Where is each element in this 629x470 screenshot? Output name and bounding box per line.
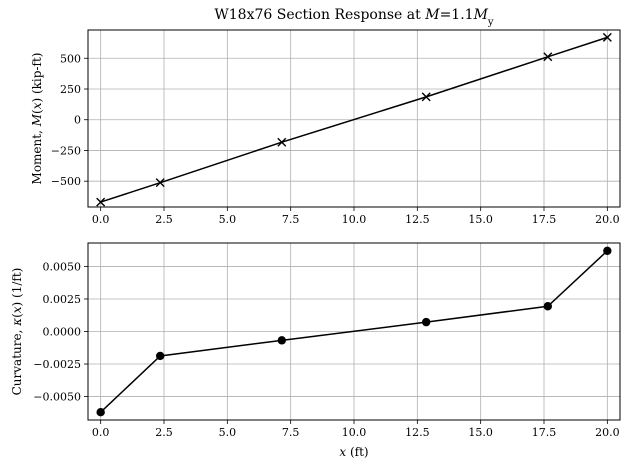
- data-point-stroke: [155, 178, 165, 188]
- x-tick-label: 17.5: [532, 213, 557, 226]
- x-tick-label: 2.5: [155, 426, 173, 439]
- data-point: [602, 32, 612, 42]
- data-point: [96, 407, 105, 417]
- x-tick-label: 7.5: [282, 426, 300, 439]
- y-axis-label-part: ) (1/ft): [10, 268, 24, 307]
- y-axis-label-part: Moment,: [30, 126, 44, 184]
- y-tick-label: −0.0050: [33, 391, 81, 404]
- y-tick-label: 0.0000: [43, 326, 82, 339]
- y-tick-label: 0: [74, 114, 81, 127]
- y-axis-label-part: κ: [10, 318, 24, 327]
- x-tick-label: 10.0: [342, 426, 367, 439]
- chart-title-part: y: [487, 17, 494, 28]
- data-point: [277, 336, 286, 345]
- y-axis-label-part: x: [30, 102, 44, 109]
- y-axis-label-part: M: [30, 113, 44, 127]
- data-point: [543, 52, 553, 62]
- x-axis-label: x (ft): [339, 445, 368, 459]
- y-tick-label: −0.0025: [33, 358, 81, 371]
- y-axis-label: Curvature, κ(x) (1/ft): [10, 268, 24, 396]
- y-axis-label: Moment, M(x) (kip-ft): [30, 53, 44, 185]
- y-tick-label: 500: [60, 52, 81, 65]
- x-tick-label: 10.0: [342, 213, 367, 226]
- x-tick-label: 0.0: [92, 213, 110, 226]
- data-point: [156, 351, 165, 361]
- x-axis-label-part: (ft): [346, 445, 368, 459]
- series-line: [100, 250, 608, 413]
- x-tick-label: 17.5: [532, 426, 557, 439]
- data-point: [543, 302, 552, 311]
- chart-panel-2: 0.0 2.5 5.0 7.5 10.0 12.5 15.0 17.5 20.0 −0.0050 −…: [10, 242, 621, 459]
- y-axis-label-part: Curvature,: [10, 326, 24, 396]
- data-point: [422, 317, 431, 327]
- data-point: [277, 137, 287, 147]
- chart-title-part: W18x76 Section Response at: [214, 7, 425, 23]
- x-tick-label: 15.0: [468, 213, 493, 226]
- chart-title-part: M: [424, 7, 440, 23]
- x-tick-label: 15.0: [468, 426, 493, 439]
- y-axis-label-part: (: [30, 109, 44, 114]
- data-point-stroke: [602, 32, 612, 42]
- data-point-stroke: [96, 197, 106, 207]
- y-tick-label: 0.0025: [43, 293, 82, 306]
- x-tick-label: 20.0: [595, 213, 620, 226]
- x-axis-label-part: x: [339, 445, 346, 459]
- x-tick-label: 20.0: [595, 426, 620, 439]
- chart-title: W18x76 Section Response at M=1.1My: [214, 7, 494, 28]
- x-tick-label: 2.5: [155, 213, 173, 226]
- x-tick-label: 5.0: [219, 213, 237, 226]
- y-tick-label: −500: [51, 175, 81, 188]
- x-tick-label: 0.0: [92, 426, 110, 439]
- x-tick-label: 12.5: [405, 426, 430, 439]
- y-axis-label-part: (: [10, 313, 24, 318]
- data-point-stroke: [421, 92, 431, 102]
- y-axis-label-part: x: [10, 306, 24, 313]
- data-point-stroke: [277, 137, 287, 147]
- y-tick-label: 0.0050: [43, 260, 82, 273]
- data-point: [603, 246, 612, 256]
- data-point-stroke: [543, 52, 553, 62]
- y-axis-label-part: ) (kip-ft): [30, 53, 44, 103]
- series-line: [100, 36, 608, 203]
- y-tick-label: −250: [51, 144, 81, 157]
- data-point: [96, 197, 106, 207]
- axes-frame: [87, 29, 621, 208]
- data-point: [155, 178, 165, 188]
- chart-title-part: =1.1: [440, 7, 474, 23]
- x-tick-label: 7.5: [282, 213, 300, 226]
- axes-frame: [87, 242, 621, 421]
- x-tick-label: 12.5: [405, 213, 430, 226]
- x-tick-label: 5.0: [219, 426, 237, 439]
- y-tick-label: 250: [60, 83, 81, 96]
- data-point: [421, 92, 431, 102]
- chart-title-part: M: [473, 7, 489, 23]
- chart-panel-1: 0.0 2.5 5.0 7.5 10.0 12.5 15.0 17.5 20.0 −500 −250…: [30, 7, 621, 226]
